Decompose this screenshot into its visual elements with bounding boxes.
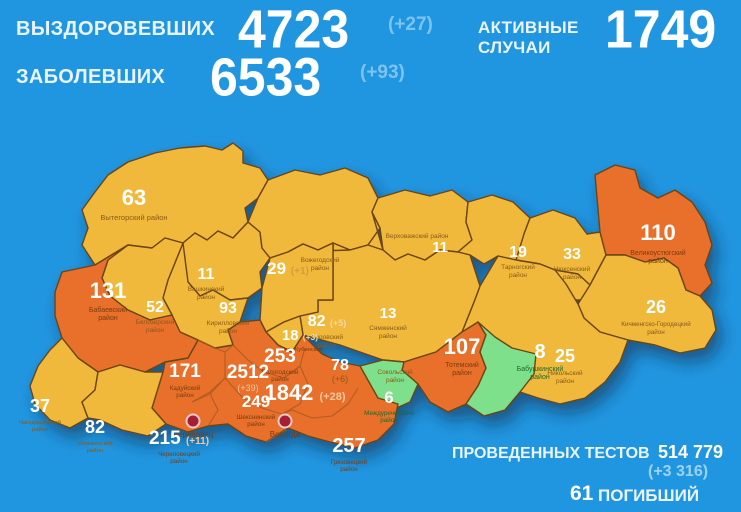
svg-text:Сокольский: Сокольский <box>377 368 413 376</box>
svg-text:район: район <box>170 457 188 465</box>
svg-text:Вожегодский: Вожегодский <box>301 256 340 264</box>
svg-text:Вологда: Вологда <box>270 430 301 439</box>
svg-text:Вытегорский район: Вытегорский район <box>100 213 167 222</box>
svg-text:район: район <box>379 332 397 340</box>
svg-text:Белозерский: Белозерский <box>136 318 175 326</box>
svg-text:82: 82 <box>85 417 105 437</box>
svg-text:19: 19 <box>509 244 527 261</box>
svg-text:район: район <box>556 377 574 385</box>
svg-text:26: 26 <box>646 297 666 317</box>
svg-text:район: район <box>530 373 550 381</box>
svg-text:Грязовецкий: Грязовецкий <box>331 458 368 466</box>
svg-text:район: район <box>176 391 194 399</box>
svg-text:Бабаевский: Бабаевский <box>89 306 127 314</box>
svg-text:(+6): (+6) <box>332 374 348 384</box>
svg-text:52: 52 <box>146 299 164 316</box>
svg-text:район: район <box>386 376 404 384</box>
svg-text:район: район <box>32 426 48 433</box>
svg-text:Бабушкинский: Бабушкинский <box>517 365 564 373</box>
svg-text:район: район <box>219 327 237 335</box>
svg-text:район: район <box>87 447 103 454</box>
svg-text:11: 11 <box>198 266 215 283</box>
svg-text:район: район <box>452 369 472 377</box>
svg-text:8: 8 <box>534 341 545 363</box>
svg-text:район: район <box>509 271 527 279</box>
svg-text:11: 11 <box>432 239 448 256</box>
svg-text:171: 171 <box>169 361 201 382</box>
svg-text:6: 6 <box>384 388 393 407</box>
svg-text:район: район <box>340 465 358 473</box>
svg-text:37: 37 <box>30 396 50 416</box>
svg-text:Сямженский: Сямженский <box>369 324 407 332</box>
svg-text:107: 107 <box>444 334 481 359</box>
svg-text:Вашкинский: Вашкинский <box>188 285 225 293</box>
svg-text:63: 63 <box>122 185 146 210</box>
svg-text:Устюженский: Устюженский <box>77 440 112 447</box>
svg-text:район: район <box>563 273 581 281</box>
svg-text:Нюксенский: Нюксенский <box>554 265 591 273</box>
svg-text:Шекснинский: Шекснинский <box>237 413 276 421</box>
svg-text:район: район <box>146 326 164 334</box>
svg-text:Великоустюгский: Великоустюгский <box>630 249 686 257</box>
svg-text:Кичменгско-Городецкий: Кичменгско-Городецкий <box>621 320 691 328</box>
svg-text:249: 249 <box>242 392 270 411</box>
svg-text:район: район <box>380 416 398 424</box>
svg-text:район: район <box>311 264 329 272</box>
svg-text:Верховажский район: Верховажский район <box>386 232 449 240</box>
svg-text:13: 13 <box>380 305 397 322</box>
svg-text:район: район <box>247 420 265 428</box>
svg-text:78: 78 <box>331 357 349 374</box>
svg-text:257: 257 <box>332 435 365 457</box>
svg-text:район: район <box>648 257 668 265</box>
svg-text:33: 33 <box>563 246 581 263</box>
svg-text:Чагодощенский: Чагодощенский <box>19 419 61 426</box>
svg-text:район: район <box>98 314 118 322</box>
svg-text:110: 110 <box>640 220 676 245</box>
svg-text:25: 25 <box>555 346 575 366</box>
svg-text:Кадуйский: Кадуйский <box>170 384 201 392</box>
svg-text:район: район <box>647 328 665 336</box>
svg-text:131: 131 <box>90 278 127 303</box>
svg-text:район: район <box>197 293 215 301</box>
svg-text:93: 93 <box>219 300 237 317</box>
svg-text:Тотемский: Тотемский <box>445 361 479 369</box>
svg-text:Междуреченский: Междуреченский <box>364 409 414 417</box>
svg-text:Тарногский: Тарногский <box>501 263 535 271</box>
svg-text:2512: 2512 <box>227 362 269 383</box>
svg-text:Кирилловский: Кирилловский <box>207 319 250 327</box>
svg-text:Череповецкий: Череповецкий <box>158 450 200 458</box>
